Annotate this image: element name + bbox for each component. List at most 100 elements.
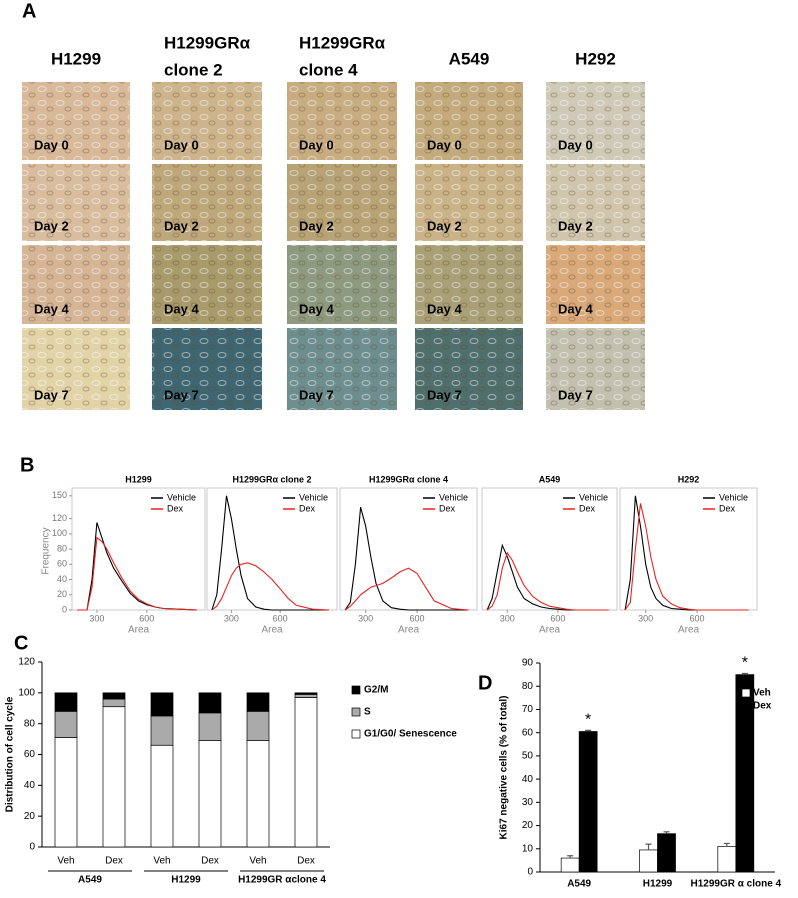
legend-label: Dex: [439, 503, 456, 513]
histogram-line: [211, 562, 329, 611]
bar: [717, 846, 737, 873]
legend-label: Veh: [753, 688, 771, 699]
x-tick-label: H1299GR α clone 4: [691, 879, 782, 890]
y-tick-label: 40: [522, 774, 534, 785]
x-tick-label: Dex: [105, 856, 123, 867]
day-label: Day 2: [164, 218, 199, 233]
chart-title: H1299GRα clone 4: [369, 474, 448, 484]
y-tick-label: 60: [24, 749, 36, 760]
y-tick-label: 0: [62, 604, 67, 614]
legend-label: Vehicle: [167, 492, 196, 502]
micrograph-texture: [22, 245, 130, 324]
legend-label: Dex: [753, 701, 772, 712]
column-header: H1299: [51, 49, 101, 68]
micrograph-texture: [22, 328, 130, 410]
group-label: H1299GR αclone 4: [238, 875, 326, 886]
legend-swatch: [351, 729, 361, 739]
error-bar: [723, 842, 730, 847]
micrograph-texture: [415, 245, 523, 324]
panel-label: B: [20, 454, 34, 476]
bar: [578, 731, 598, 873]
bar-segment: [294, 697, 318, 848]
chart-title: H1299GRα clone 2: [232, 474, 311, 484]
x-tick-label: Veh: [153, 856, 170, 867]
chart-title: H292: [678, 474, 700, 484]
legend-label: Vehicle: [719, 492, 748, 502]
legend-label: Vehicle: [299, 492, 328, 502]
bar-segment: [150, 744, 174, 848]
x-tick-label: 300: [89, 613, 104, 623]
error-bar: [645, 843, 652, 850]
column-header: H292: [575, 49, 616, 68]
day-label: Day 4: [558, 301, 593, 316]
column-header: H1299GRα: [164, 33, 251, 52]
column-header: clone 2: [164, 60, 223, 79]
legend-swatch: [351, 707, 361, 717]
y-tick-label: 100: [52, 528, 67, 538]
micrograph-texture: [152, 245, 262, 324]
panel-label: D: [478, 672, 492, 694]
y-tick-label: 20: [522, 820, 534, 831]
bar-segment: [198, 740, 222, 848]
x-axis-label: Area: [678, 625, 700, 636]
group-label: A549: [78, 875, 102, 886]
y-tick-label: 80: [522, 681, 534, 692]
y-axis-label: Distribution of cell cycle: [5, 696, 16, 812]
x-tick-label: 600: [410, 613, 425, 623]
panel-label: C: [14, 632, 28, 654]
y-tick-label: 80: [24, 718, 36, 729]
bar-segment: [150, 715, 174, 746]
bar-segment: [294, 694, 318, 698]
day-label: Day 2: [34, 218, 69, 233]
y-tick-label: 20: [24, 811, 36, 822]
day-label: Day 2: [558, 218, 593, 233]
micrograph-texture: [152, 328, 262, 410]
y-tick-label: 40: [57, 574, 67, 584]
micrograph-texture: [287, 328, 397, 410]
bar-segment: [294, 692, 318, 695]
bar-segment: [102, 706, 126, 848]
micrograph-texture: [415, 328, 523, 410]
x-tick-label: Dex: [201, 856, 219, 867]
bar: [560, 857, 580, 873]
bar-segment: [246, 710, 270, 741]
x-tick-label: Veh: [57, 856, 74, 867]
column-header: A549: [449, 49, 490, 68]
day-label: Day 0: [427, 137, 462, 152]
x-tick-label: 300: [358, 613, 373, 623]
day-label: Day 7: [164, 387, 199, 402]
micrograph-texture: [415, 164, 523, 241]
day-label: Day 7: [558, 387, 593, 402]
day-label: Day 2: [299, 218, 334, 233]
x-tick-label: 600: [690, 613, 705, 623]
x-tick-label: H1299: [643, 879, 673, 890]
legend-label: Dex: [299, 503, 316, 513]
day-label: Day 2: [427, 218, 462, 233]
day-label: Day 0: [558, 137, 593, 152]
micrograph-texture: [287, 82, 397, 160]
legend-swatch: [741, 701, 751, 711]
bar: [657, 833, 676, 873]
y-tick-label: 0: [29, 842, 35, 853]
histogram-line: [486, 543, 609, 611]
micrograph-texture: [546, 164, 645, 241]
y-tick-label: 120: [18, 657, 35, 668]
bar: [639, 849, 658, 873]
legend-label: G2/M: [364, 685, 388, 696]
histogram-line: [486, 551, 609, 611]
significance-mark: *: [585, 712, 591, 729]
bar-segment: [54, 710, 78, 738]
legend-label: Dex: [579, 503, 596, 513]
plot-frame: [339, 487, 478, 611]
day-label: Day 7: [34, 387, 69, 402]
error-bar: [567, 855, 574, 859]
plot-frame: [481, 487, 618, 611]
y-tick-label: 50: [522, 751, 534, 762]
bar-segment: [150, 692, 174, 717]
micrograph-texture: [546, 82, 645, 160]
y-tick-label: 10: [522, 843, 534, 854]
y-axis-label: Frequency: [41, 527, 52, 574]
error-bar: [585, 729, 592, 732]
y-tick-label: 60: [522, 727, 534, 738]
x-axis-label: Area: [398, 625, 420, 636]
